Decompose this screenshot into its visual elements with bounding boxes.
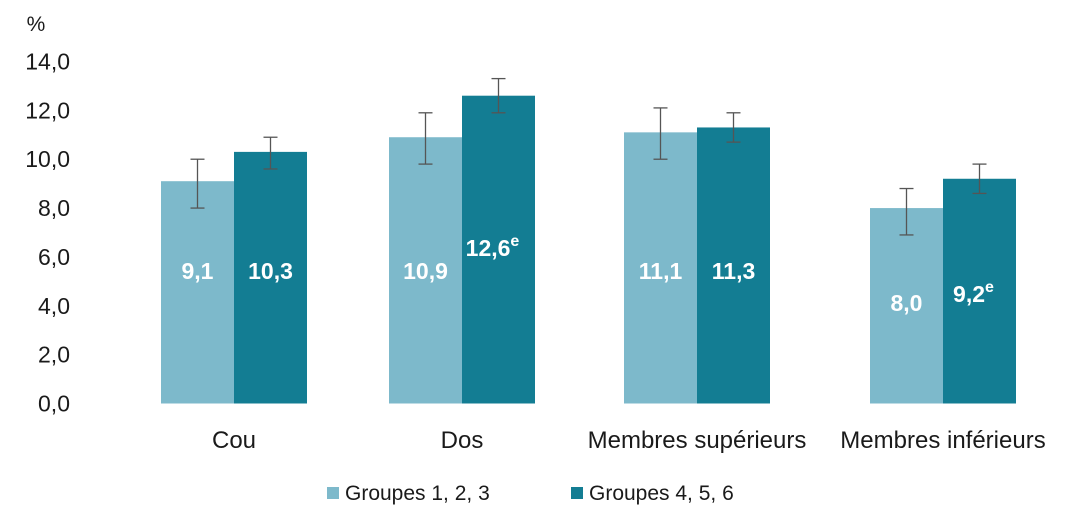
data-label: 8,0 [891,290,923,316]
data-label: 11,3 [712,258,756,284]
y-tick-label: 14,0 [25,49,70,75]
legend-swatch [327,487,339,499]
error-bar [263,136,278,170]
error-bar [899,187,914,236]
bar [870,208,943,404]
x-category-label: Cou [212,427,256,454]
x-axis-categories: Cou Dos Membres supérieurs Membres inférieu… [212,427,1046,454]
bar [462,95,535,404]
y-axis-unit: % [27,13,46,36]
legend-swatch [571,487,583,499]
bar [624,132,697,404]
data-label-superscript: e [510,233,519,250]
y-tick-label: 8,0 [38,195,70,221]
y-axis-ticks: 0,0 2,0 4,0 6,0 8,0 10,0 12,0 14,0 [25,49,70,417]
y-tick-label: 4,0 [38,293,70,319]
error-bar [726,112,741,143]
y-tick-label: 6,0 [38,244,70,270]
y-tick-label: 10,0 [25,146,70,172]
legend: Groupes 1, 2, 3 Groupes 4, 5, 6 [327,482,734,505]
error-bar [418,112,433,165]
x-category-label: Dos [441,427,484,454]
legend-item: Groupes 1, 2, 3 [327,482,490,505]
data-label: 11,1 [639,258,683,284]
bar [234,151,307,404]
data-label: 10,3 [248,258,293,284]
bar [389,137,462,404]
data-label: 10,9 [403,258,448,284]
legend-label: Groupes 1, 2, 3 [345,482,490,505]
y-tick-label: 0,0 [38,391,70,417]
legend-item: Groupes 4, 5, 6 [571,482,734,505]
data-label: 9,1 [182,258,214,284]
data-label-superscript: e [985,279,994,296]
bars-group [161,95,1016,404]
legend-label: Groupes 4, 5, 6 [589,482,734,505]
y-tick-label: 2,0 [38,342,70,368]
bar [161,181,234,404]
bar [697,127,770,404]
error-bar [972,163,987,195]
error-bar [491,77,506,114]
x-category-label: Membres inférieurs [840,427,1045,454]
y-tick-label: 12,0 [25,97,70,123]
error-bar [190,158,205,209]
error-bars-group [190,77,987,236]
x-category-label: Membres supérieurs [588,427,807,454]
error-bar [653,107,668,160]
bar [943,178,1016,404]
